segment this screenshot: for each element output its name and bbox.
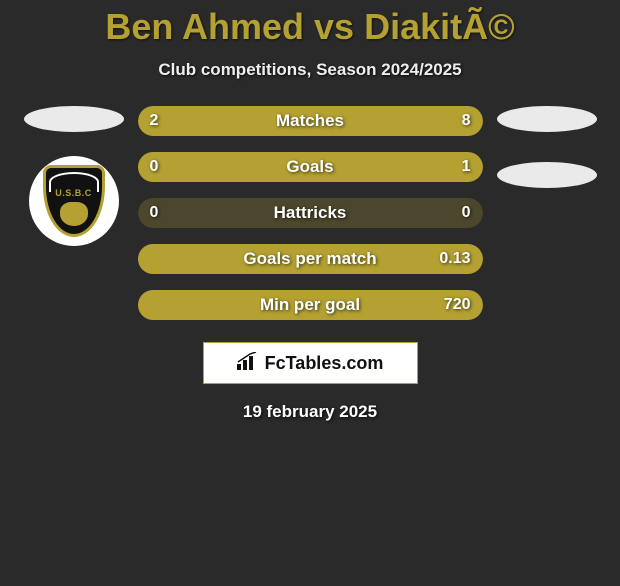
stat-label: Goals per match xyxy=(243,249,376,269)
stat-label: Matches xyxy=(276,111,344,131)
shield-icon: U.S.B.C xyxy=(43,165,105,237)
stat-label: Min per goal xyxy=(260,295,360,315)
stat-value-left: 0 xyxy=(150,204,159,222)
player-right-placeholder xyxy=(497,106,597,132)
brand-text: FcTables.com xyxy=(265,353,384,374)
comparison-card: Ben Ahmed vs DiakitÃ© Club competitions,… xyxy=(0,6,620,422)
stat-value-right: 1 xyxy=(462,158,471,176)
stat-bar: 0 Goals 1 xyxy=(138,152,483,182)
subtitle: Club competitions, Season 2024/2025 xyxy=(10,60,610,80)
stat-bar: Goals per match 0.13 xyxy=(138,244,483,274)
stat-value-right: 0.13 xyxy=(439,250,470,268)
stat-bar: 2 Matches 8 xyxy=(138,106,483,136)
club-right-placeholder xyxy=(497,162,597,188)
bar-chart-icon xyxy=(237,352,259,375)
club-badge-left: U.S.B.C xyxy=(29,156,119,246)
date-text: 19 february 2025 xyxy=(10,402,610,422)
stat-value-left: 2 xyxy=(150,112,159,130)
stat-value-right: 8 xyxy=(462,112,471,130)
right-column xyxy=(497,106,597,188)
stat-bar: 0 Hattricks 0 xyxy=(138,198,483,228)
stat-value-right: 0 xyxy=(462,204,471,222)
brand-logo[interactable]: FcTables.com xyxy=(203,342,418,384)
stat-bar: Min per goal 720 xyxy=(138,290,483,320)
left-column: U.S.B.C xyxy=(24,106,124,246)
stat-label: Goals xyxy=(286,157,333,177)
stat-value-right: 720 xyxy=(444,296,471,314)
page-title: Ben Ahmed vs DiakitÃ© xyxy=(10,6,610,48)
stats-bars: 2 Matches 8 0 Goals 1 0 Hattricks 0 xyxy=(138,106,483,320)
stat-value-left: 0 xyxy=(150,158,159,176)
badge-text: U.S.B.C xyxy=(55,188,92,198)
player-left-placeholder xyxy=(24,106,124,132)
main-layout: U.S.B.C 2 Matches 8 0 Goals 1 xyxy=(10,106,610,320)
stat-label: Hattricks xyxy=(274,203,347,223)
